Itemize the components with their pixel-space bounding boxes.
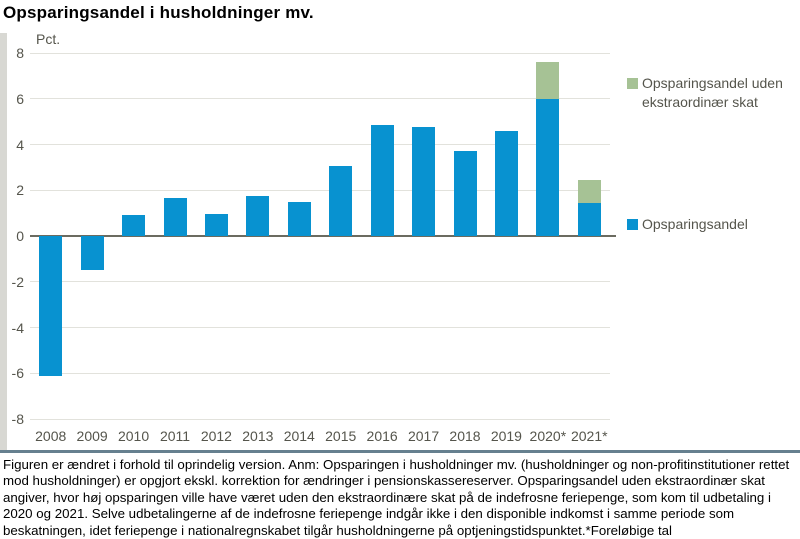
x-tick-label: 2012 <box>200 428 232 444</box>
y-tick-label: 0 <box>16 228 24 244</box>
x-tick-label: 2015 <box>325 428 357 444</box>
y-tick-label: 4 <box>16 136 24 153</box>
gridline <box>30 52 610 54</box>
x-tick-label: 2010 <box>117 428 150 444</box>
x-tick-label: 2009 <box>76 428 108 444</box>
page-title: Opsparingsandel i husholdninger mv. <box>3 3 314 22</box>
gridline <box>30 372 610 374</box>
legend-label-uden-ekstraordinaer-skat: Opsparingsandel uden ekstraordinær skat <box>642 75 783 110</box>
gridline <box>30 189 610 191</box>
bar-opsparingsandel-uden-ekstraordin-r-skat-2021 <box>577 179 601 203</box>
gridline <box>30 98 610 100</box>
bar-opsparingsandel-2013 <box>246 195 270 236</box>
bar-opsparingsandel-2019 <box>494 130 518 236</box>
y-tick-label: -2 <box>11 273 24 290</box>
x-tick-label: 2020* <box>529 428 567 444</box>
legend-item-opsparingsandel: Opsparingsandel <box>625 215 800 234</box>
y-tick-label: 6 <box>16 90 24 107</box>
bar-opsparingsandel-2018 <box>453 151 477 236</box>
gridline <box>30 327 610 328</box>
x-tick-label: 2011 <box>159 428 191 444</box>
y-tick-label: 2 <box>16 182 24 199</box>
gridline <box>30 281 610 283</box>
legend-item-uden-ekstraordinaer-skat: Opsparingsandel uden ekstraordinær skat <box>625 74 800 112</box>
zero-axis-line <box>30 235 616 237</box>
gridline <box>30 418 610 420</box>
separator-line <box>0 450 800 453</box>
bar-opsparingsandel-2017 <box>412 127 436 236</box>
bar-opsparingsandel-2009 <box>80 236 104 271</box>
plot-area: 8 6 4 2 0 -2 -4 -6 -8 2008 2009 2010 2011 2012 2013 201… <box>12 45 616 444</box>
y-tick-label: 8 <box>16 45 24 61</box>
y-tick-label: -8 <box>11 411 24 427</box>
bar-opsparingsandel-2015 <box>329 166 353 236</box>
y-tick-label: -6 <box>11 365 24 382</box>
bar-opsparingsandel-2014 <box>287 201 311 236</box>
legend: Opsparingsandel uden ekstraordinær skat … <box>625 0 800 300</box>
legend-label-opsparingsandel: Opsparingsandel <box>642 216 748 232</box>
y-axis-unit-label: Pct. <box>36 31 61 47</box>
bar-opsparingsandel-2016 <box>370 125 394 236</box>
x-tick-label: 2016 <box>366 428 398 444</box>
x-tick-label: 2017 <box>407 428 440 444</box>
bar-opsparingsandel-2012 <box>204 214 228 236</box>
x-tick-label: 2014 <box>283 428 315 444</box>
legend-swatch-green <box>627 78 638 89</box>
bar-opsparingsandel-2011 <box>163 198 187 236</box>
bar-opsparingsandel-uden-ekstraordin-r-skat-2020 <box>536 62 560 99</box>
y-tick-label: -4 <box>11 319 24 336</box>
gridline <box>30 144 610 145</box>
x-tick-label: 2018 <box>449 428 481 444</box>
bar-opsparingsandel-2021 <box>577 202 601 236</box>
bar-opsparingsandel-2020 <box>536 98 560 236</box>
bar-opsparingsandel-2010 <box>122 215 146 236</box>
x-tick-label: 2019 <box>490 428 522 444</box>
legend-swatch-blue <box>627 219 638 230</box>
left-margin-strip <box>0 33 7 450</box>
x-tick-label: 2008 <box>35 428 67 444</box>
x-tick-label: 2013 <box>242 428 274 444</box>
footnote: Figuren er ændret i forhold til oprindel… <box>3 457 790 538</box>
x-tick-label: 2021* <box>570 428 608 444</box>
bar-opsparingsandel-2008 <box>39 236 63 376</box>
